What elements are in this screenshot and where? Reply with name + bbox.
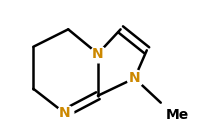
Text: N: N [59, 106, 71, 120]
Text: Me: Me [166, 108, 189, 122]
Text: N: N [129, 71, 140, 85]
Text: N: N [92, 47, 104, 61]
